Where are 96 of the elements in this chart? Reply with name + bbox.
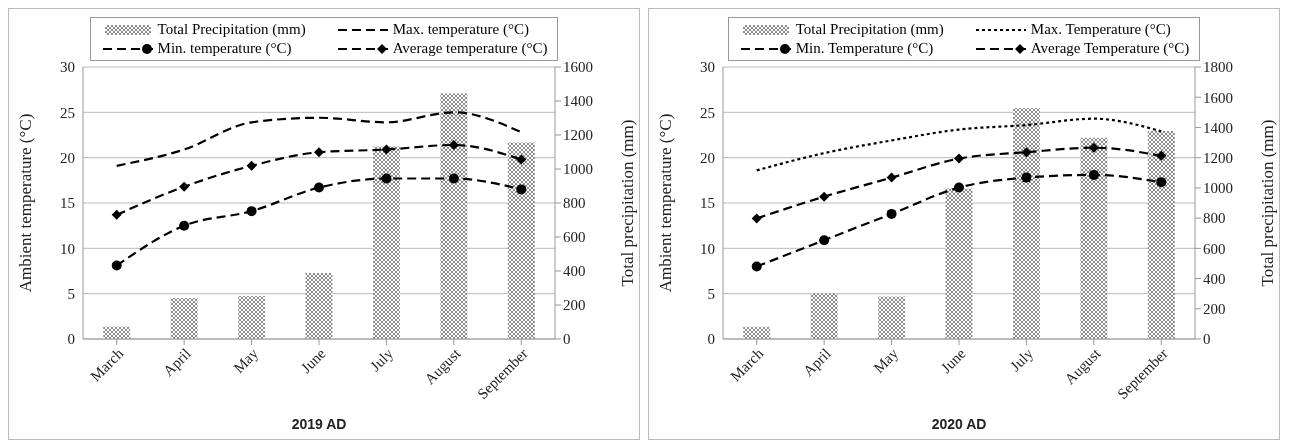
y-tick-label: 20 bbox=[700, 149, 715, 166]
point bbox=[314, 147, 324, 158]
x-tick-label: May bbox=[870, 344, 902, 377]
point bbox=[886, 208, 897, 219]
y2-tick-label: 400 bbox=[1203, 270, 1226, 287]
y2-tick-label: 1600 bbox=[563, 59, 593, 76]
legend-label: Max. temperature (°C) bbox=[392, 21, 530, 38]
y-tick-label: 30 bbox=[700, 59, 715, 76]
y2-tick-label: 1600 bbox=[1203, 89, 1233, 106]
y2-tick-label: 600 bbox=[563, 229, 586, 246]
point bbox=[111, 260, 122, 271]
y-tick-label: 15 bbox=[700, 195, 715, 212]
line-series bbox=[115, 111, 523, 167]
x-tick-label: July bbox=[1007, 344, 1037, 375]
bar bbox=[507, 142, 535, 339]
point bbox=[516, 154, 527, 165]
point bbox=[516, 184, 527, 195]
bar bbox=[372, 146, 400, 339]
point bbox=[819, 235, 830, 246]
legend-label: Min. Temperature (°C) bbox=[795, 40, 934, 57]
legend-label: Average Temperature (°C) bbox=[1030, 40, 1190, 57]
y-tick-label: 25 bbox=[60, 104, 75, 121]
point bbox=[954, 153, 964, 164]
point bbox=[448, 173, 459, 184]
y2-tick-label: 600 bbox=[1203, 240, 1226, 257]
x-tick-label: July bbox=[367, 344, 397, 375]
point bbox=[1088, 169, 1099, 180]
y2-tick-label: 1000 bbox=[563, 161, 593, 178]
y-tick-label: 0 bbox=[707, 331, 715, 348]
bar bbox=[238, 295, 266, 339]
y2-tick-label: 800 bbox=[563, 195, 586, 212]
y2-tick-label: 1800 bbox=[1203, 59, 1233, 76]
y2-tick-label: 1200 bbox=[1203, 149, 1233, 166]
y2-tick-label: 200 bbox=[1203, 301, 1226, 318]
y2-tick-label: 1400 bbox=[1203, 119, 1233, 136]
x-tick-label: May bbox=[230, 344, 262, 377]
point bbox=[448, 139, 459, 150]
point bbox=[751, 213, 762, 224]
bar bbox=[1012, 108, 1040, 339]
point bbox=[179, 181, 190, 192]
point bbox=[314, 182, 324, 193]
y-tick-label: 5 bbox=[707, 285, 715, 302]
y2-tick-label: 1400 bbox=[563, 93, 593, 110]
x-axis-title: 2020 AD bbox=[931, 416, 987, 432]
point bbox=[381, 173, 392, 184]
y-tick-label: 0 bbox=[67, 331, 75, 348]
point bbox=[111, 209, 122, 220]
y2-tick-label: 400 bbox=[563, 263, 586, 280]
y-tick-label: 10 bbox=[700, 240, 715, 257]
y2-tick-label: 1000 bbox=[1203, 180, 1233, 197]
legend-label: Average temperature (°C) bbox=[392, 40, 548, 57]
point bbox=[1156, 177, 1167, 188]
y2-tick-label: 200 bbox=[563, 297, 586, 314]
bar bbox=[878, 296, 906, 339]
bar bbox=[945, 188, 973, 339]
point bbox=[1088, 142, 1099, 153]
legend-label: Max. Temperature (°C) bbox=[1030, 21, 1171, 38]
y-tick-label: 5 bbox=[67, 285, 75, 302]
y-tick-label: 30 bbox=[60, 59, 75, 76]
point bbox=[381, 144, 392, 155]
y2-axis-title: Total precipitation (mm) bbox=[1258, 119, 1278, 287]
y2-tick-label: 800 bbox=[1203, 210, 1226, 227]
bar bbox=[1080, 137, 1108, 339]
legend-label: Min. temperature (°C) bbox=[157, 40, 292, 57]
bar bbox=[170, 298, 198, 339]
y-tick-label: 15 bbox=[60, 195, 75, 212]
bar bbox=[810, 293, 838, 339]
bar bbox=[305, 273, 333, 339]
legend-label: Total Precipitation (mm) bbox=[795, 21, 944, 38]
point bbox=[819, 191, 830, 202]
y2-tick-label: 0 bbox=[1203, 331, 1211, 348]
point bbox=[1156, 150, 1167, 161]
y2-tick-label: 1200 bbox=[563, 127, 593, 144]
y-tick-label: 10 bbox=[60, 240, 75, 257]
point bbox=[1021, 172, 1032, 183]
line-series bbox=[755, 117, 1163, 172]
x-tick-label: June bbox=[297, 345, 329, 377]
y-axis-title: Ambient temperature (°C) bbox=[16, 113, 36, 293]
y-tick-label: 25 bbox=[700, 104, 715, 121]
y-tick-label: 20 bbox=[60, 149, 75, 166]
x-tick-label: June bbox=[937, 345, 969, 377]
point bbox=[1021, 147, 1032, 158]
y2-tick-label: 0 bbox=[563, 331, 571, 348]
point bbox=[751, 261, 762, 272]
bar bbox=[743, 326, 771, 339]
bar bbox=[1147, 131, 1175, 339]
point bbox=[179, 220, 190, 231]
point bbox=[246, 160, 257, 171]
point bbox=[954, 182, 964, 193]
bar bbox=[440, 93, 468, 339]
y2-axis-title: Total precipitation (mm) bbox=[618, 119, 638, 287]
point bbox=[246, 206, 257, 217]
point bbox=[886, 172, 897, 183]
legend-label: Total Precipitation (mm) bbox=[157, 21, 306, 38]
x-axis-title: 2019 AD bbox=[291, 416, 347, 432]
y-axis-title: Ambient temperature (°C) bbox=[656, 113, 676, 293]
